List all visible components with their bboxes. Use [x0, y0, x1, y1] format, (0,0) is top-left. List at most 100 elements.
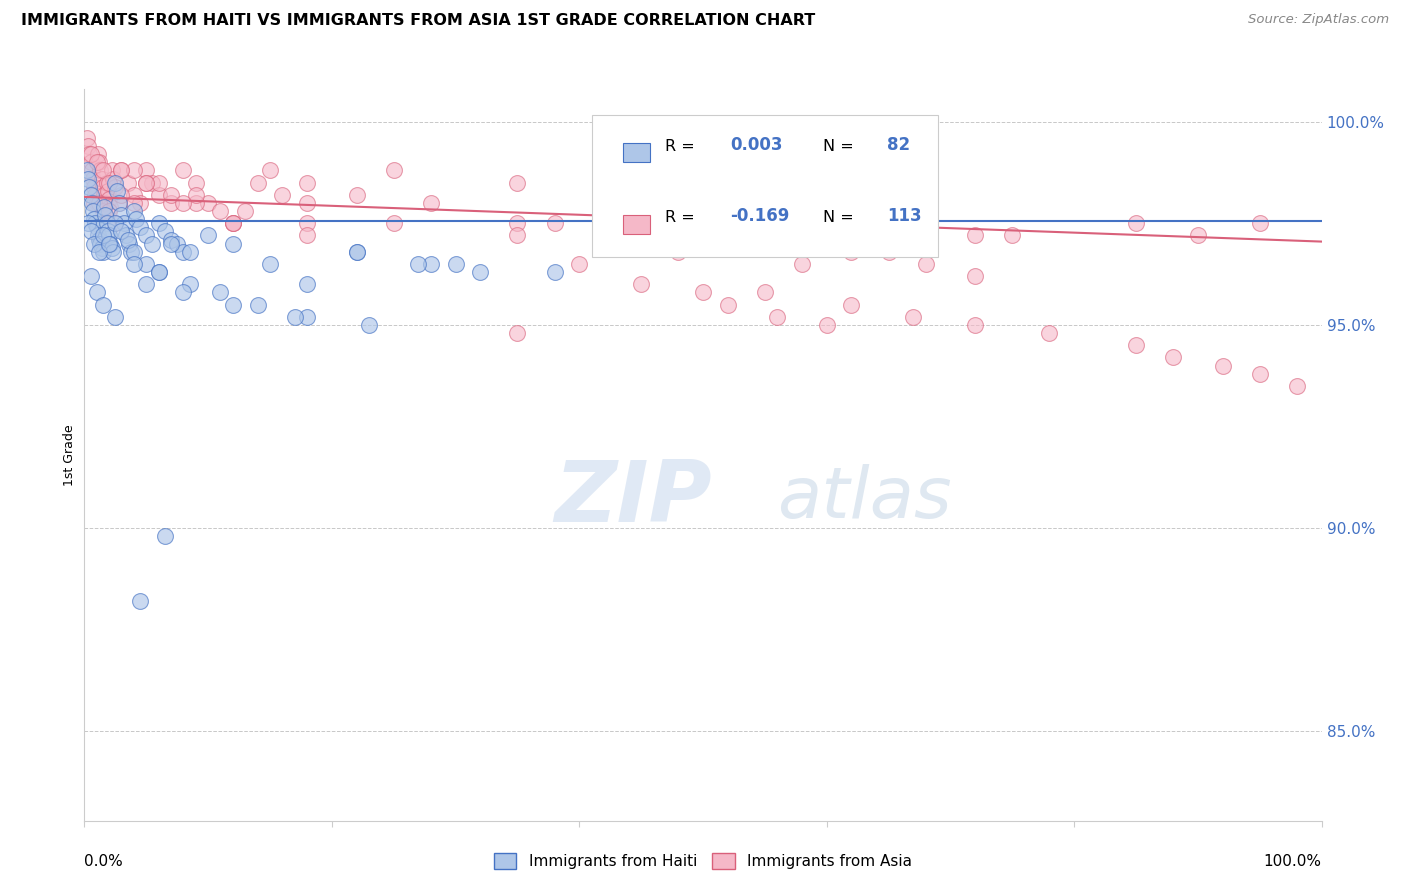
Point — [184, 176, 207, 190]
Point — [543, 265, 565, 279]
Point — [903, 310, 925, 324]
Point — [135, 176, 157, 190]
Point — [135, 163, 157, 178]
Point — [506, 216, 529, 230]
Point — [98, 236, 121, 251]
Point — [222, 297, 245, 311]
Point — [1249, 216, 1271, 230]
Point — [79, 187, 101, 202]
Point — [76, 131, 98, 145]
Point — [93, 187, 115, 202]
Text: R =: R = — [665, 138, 700, 153]
Point — [444, 257, 467, 271]
Point — [108, 196, 131, 211]
Point — [543, 216, 565, 230]
Point — [98, 176, 121, 190]
Point — [160, 236, 183, 251]
Text: -0.169: -0.169 — [730, 207, 790, 226]
FancyBboxPatch shape — [592, 115, 938, 258]
Point — [79, 224, 101, 238]
Point — [84, 216, 107, 230]
Point — [122, 187, 145, 202]
Point — [259, 257, 281, 271]
Point — [80, 196, 103, 211]
Point — [104, 216, 127, 230]
Point — [76, 163, 98, 178]
Point — [79, 269, 101, 284]
Point — [914, 257, 936, 271]
Point — [222, 216, 245, 230]
Point — [129, 220, 152, 235]
Point — [90, 171, 112, 186]
Point — [382, 216, 405, 230]
Point — [346, 244, 368, 259]
Point — [83, 179, 105, 194]
Point — [101, 244, 124, 259]
Point — [100, 241, 122, 255]
Point — [93, 200, 115, 214]
Point — [105, 184, 128, 198]
Point — [160, 196, 183, 211]
Point — [790, 228, 813, 243]
Point — [754, 285, 776, 300]
Point — [135, 176, 157, 190]
Point — [295, 228, 318, 243]
Point — [89, 163, 111, 178]
Point — [877, 216, 900, 230]
Point — [104, 179, 127, 194]
Point — [148, 176, 170, 190]
Point — [160, 187, 183, 202]
Point — [98, 200, 121, 214]
Point — [295, 176, 318, 190]
Point — [172, 285, 194, 300]
Point — [357, 318, 380, 332]
Point — [666, 244, 689, 259]
Point — [965, 228, 987, 243]
Point — [470, 265, 492, 279]
Point — [122, 244, 145, 259]
Text: ZIP: ZIP — [554, 458, 713, 541]
Point — [284, 310, 307, 324]
Point — [148, 265, 170, 279]
Point — [89, 233, 111, 247]
Point — [86, 155, 108, 169]
Point — [104, 176, 127, 190]
Point — [117, 176, 139, 190]
Point — [408, 257, 430, 271]
Point — [153, 224, 176, 238]
Point — [129, 594, 152, 608]
Text: R =: R = — [665, 211, 700, 226]
Point — [120, 244, 142, 259]
Point — [79, 155, 101, 169]
Point — [91, 244, 114, 259]
Point — [89, 244, 111, 259]
Point — [77, 171, 100, 186]
Point — [172, 163, 194, 178]
Point — [79, 147, 101, 161]
Point — [122, 204, 145, 219]
Point — [259, 163, 281, 178]
Point — [246, 297, 269, 311]
Point — [77, 139, 100, 153]
Point — [82, 204, 104, 219]
Point — [346, 187, 368, 202]
Point — [122, 196, 145, 211]
Point — [98, 236, 121, 251]
Point — [153, 529, 176, 543]
Text: N =: N = — [823, 138, 859, 153]
Point — [98, 192, 121, 206]
Point — [94, 196, 117, 211]
Point — [135, 257, 157, 271]
Point — [97, 224, 120, 238]
Point — [97, 184, 120, 198]
Point — [1038, 326, 1060, 340]
Text: N =: N = — [823, 211, 859, 226]
Text: 82: 82 — [887, 136, 911, 153]
Point — [118, 236, 141, 251]
Point — [110, 208, 132, 222]
Point — [965, 269, 987, 284]
Point — [148, 265, 170, 279]
Text: Source: ZipAtlas.com: Source: ZipAtlas.com — [1249, 13, 1389, 27]
Text: 113: 113 — [887, 207, 922, 226]
Point — [122, 163, 145, 178]
